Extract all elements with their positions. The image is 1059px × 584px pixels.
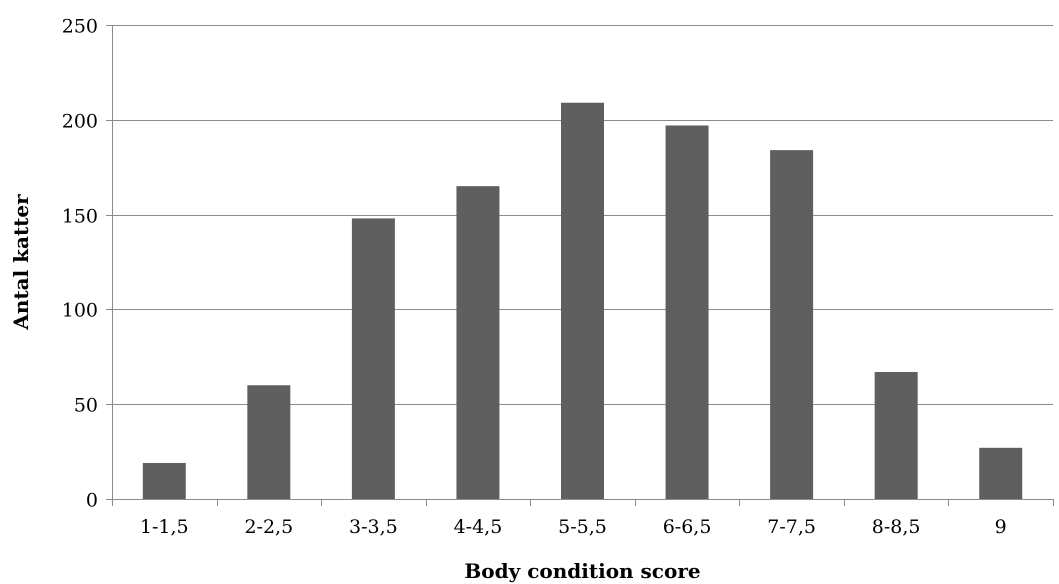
x-tick-labels: 1-1,5 2-2,5 3-3,5 4-4,5 5-5,5 6-6,5 7-7,5 8-8,5… <box>140 516 1007 538</box>
x-tick-label: 8-8,5 <box>872 516 921 538</box>
x-tick-label: 3-3,5 <box>349 516 398 538</box>
bar-5-5,5 <box>561 102 604 500</box>
y-tick-labels: 0 50 100 150 200 250 <box>62 16 98 512</box>
bar-8-8,5 <box>874 371 918 499</box>
x-tick-label: 5-5,5 <box>558 516 607 538</box>
bars <box>142 102 1023 500</box>
bar-2-2,5 <box>247 385 291 499</box>
axes <box>106 25 1054 506</box>
x-tick-label: 1-1,5 <box>140 516 189 538</box>
y-axis-title: Antal katter <box>9 194 33 331</box>
x-axis-title: Body condition score <box>464 559 700 583</box>
bar-4-4,5 <box>456 186 500 499</box>
bar-1-1,5 <box>142 462 186 499</box>
x-tick-label: 9 <box>995 516 1007 538</box>
bar-9 <box>979 447 1023 499</box>
bar-6-6,5 <box>665 125 709 499</box>
bar-3-3,5 <box>351 218 395 499</box>
y-tick-label: 0 <box>86 490 98 512</box>
x-tick-label: 4-4,5 <box>454 516 503 538</box>
y-tick-label: 100 <box>62 300 98 322</box>
y-tick-label: 50 <box>74 395 98 417</box>
x-tick-label: 7-7,5 <box>767 516 816 538</box>
y-tick-label: 200 <box>62 111 98 133</box>
y-tick-label: 150 <box>62 206 98 228</box>
y-tick-label: 250 <box>62 16 98 38</box>
bar-7-7,5 <box>770 150 814 500</box>
x-tick-label: 6-6,5 <box>663 516 712 538</box>
x-tick-label: 2-2,5 <box>244 516 293 538</box>
